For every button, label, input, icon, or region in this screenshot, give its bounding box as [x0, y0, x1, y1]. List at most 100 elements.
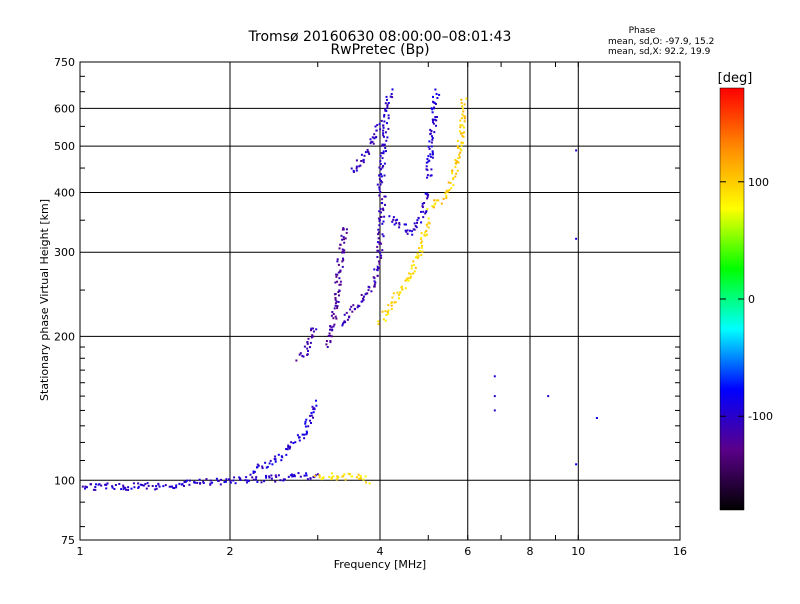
data-point — [404, 287, 407, 290]
data-point — [461, 105, 464, 108]
data-point — [339, 243, 342, 246]
data-point — [383, 115, 386, 118]
data-point — [387, 102, 390, 104]
data-point — [396, 291, 399, 294]
data-point — [219, 483, 222, 486]
data-point — [331, 328, 334, 331]
data-point — [372, 276, 375, 279]
data-point — [378, 188, 381, 191]
phase-stats-o: mean, sd,O: -97.9, 15.2 — [608, 37, 714, 47]
data-point — [304, 422, 307, 425]
data-point — [493, 375, 496, 378]
x-axis-label: Frequency [MHz] — [334, 558, 426, 571]
data-point — [92, 488, 95, 491]
data-point — [425, 161, 428, 164]
data-point — [275, 476, 278, 478]
data-point — [286, 448, 289, 451]
y-axis-label: Stationary phase Virtual Height [km] — [38, 199, 51, 401]
data-point — [171, 485, 174, 488]
data-point — [365, 481, 367, 484]
data-point — [338, 247, 341, 250]
data-point — [330, 478, 333, 481]
data-point — [312, 416, 314, 419]
data-point — [457, 161, 460, 164]
data-point — [336, 273, 339, 276]
data-point — [256, 480, 259, 483]
data-point — [430, 145, 433, 148]
data-point — [341, 265, 344, 268]
data-point — [380, 211, 382, 214]
data-point — [389, 95, 392, 98]
data-point — [410, 264, 413, 267]
data-point — [268, 462, 271, 465]
data-point — [113, 488, 116, 490]
data-point — [168, 485, 171, 488]
data-point — [426, 176, 429, 179]
data-point — [431, 137, 434, 139]
data-point — [306, 342, 309, 345]
data-point — [233, 476, 236, 479]
data-point — [178, 482, 181, 485]
data-point — [392, 292, 395, 295]
data-point — [427, 217, 430, 220]
data-point — [376, 274, 379, 277]
data-point — [355, 165, 358, 168]
data-point — [403, 223, 406, 226]
data-point — [434, 118, 436, 121]
data-point — [347, 472, 350, 475]
data-point — [382, 129, 385, 132]
data-point — [401, 285, 403, 288]
grid-lines — [80, 62, 680, 540]
colorbar-tick-label: -100 — [748, 410, 773, 423]
data-point — [493, 395, 496, 398]
data-point — [393, 223, 396, 226]
data-point — [232, 479, 235, 482]
data-point — [265, 466, 268, 469]
data-point — [339, 270, 342, 273]
data-point — [338, 294, 340, 297]
data-point — [306, 347, 309, 350]
data-point — [386, 122, 388, 125]
data-point — [415, 226, 418, 229]
data-point — [358, 305, 361, 308]
data-point — [125, 488, 127, 491]
data-point — [350, 305, 353, 308]
data-point — [311, 334, 314, 337]
data-point — [309, 341, 312, 344]
data-point — [329, 325, 332, 327]
data-point — [333, 307, 336, 310]
data-point — [383, 135, 385, 138]
data-point — [377, 323, 380, 326]
data-point — [381, 157, 384, 160]
data-point — [310, 327, 313, 330]
data-point — [209, 479, 212, 482]
data-point — [298, 439, 301, 442]
data-point — [329, 341, 332, 344]
data-point — [173, 487, 176, 490]
data-point — [274, 455, 277, 458]
data-point — [425, 168, 428, 171]
data-point — [336, 307, 339, 310]
data-point — [336, 280, 339, 283]
data-point — [413, 270, 416, 273]
data-point — [410, 267, 413, 270]
data-point — [186, 479, 188, 482]
data-point — [379, 128, 382, 131]
data-point — [307, 350, 309, 352]
data-point — [431, 156, 434, 159]
data-point — [417, 216, 420, 219]
data-point — [238, 476, 241, 479]
data-point — [369, 142, 372, 145]
data-point — [329, 334, 332, 337]
data-point — [363, 295, 365, 298]
data-point — [384, 108, 387, 111]
data-point — [373, 285, 376, 288]
data-point — [383, 114, 386, 116]
data-point — [360, 153, 363, 156]
data-point — [462, 126, 465, 129]
data-point — [345, 231, 348, 234]
phase-stats-x: mean, sd,X: 92.2, 19.9 — [608, 47, 711, 57]
data-point — [301, 354, 304, 357]
data-point — [239, 478, 241, 481]
